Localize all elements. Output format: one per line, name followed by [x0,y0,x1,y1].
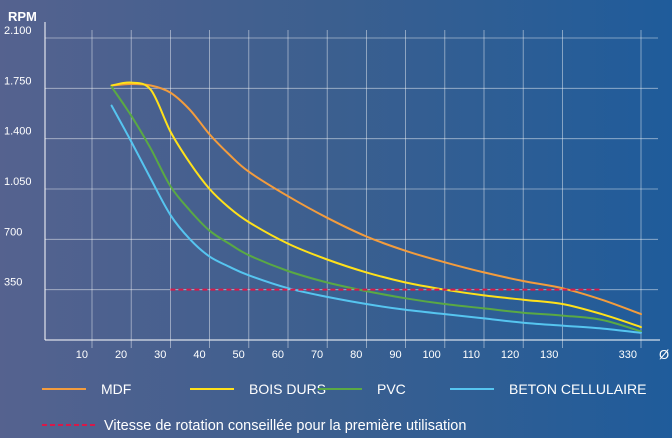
x-tick-label: 330 [619,349,637,361]
series-lines [110,81,642,334]
legend-label-mdf: MDF [101,381,131,397]
axes [44,22,660,341]
x-tick-label: 50 [233,349,245,361]
y-tick-label: 1.750 [4,75,32,87]
x-tick-label: 20 [115,349,127,361]
x-tick-label: 70 [311,349,323,361]
x-axis-ticks: 10 20 30 40 50 60 70 80 90 100 110 120 130 330 [76,349,637,361]
y-tick-label: 700 [4,226,22,238]
y-axis-ticks: 2.100 1.750 1.400 1.050 700 350 [4,25,32,289]
x-tick-label: 10 [76,349,88,361]
legend: MDF BOIS DURS PVC BETON CELLULAIRE [42,381,646,397]
series-line-pvc [110,85,642,333]
series-line-bois-durs [110,81,642,329]
legend-label-bois-durs: BOIS DURS [249,381,326,397]
x-tick-label: 30 [154,349,166,361]
y-tick-label: 350 [4,277,22,289]
x-tick-label: 120 [501,349,519,361]
x-axis-label: Ø [659,347,669,362]
y-axis-label: RPM [8,9,37,24]
x-tick-label: 90 [389,349,401,361]
x-tick-label: 100 [422,349,440,361]
y-tick-label: 2.100 [4,25,32,37]
x-tick-label: 60 [272,349,284,361]
x-tick-label: 40 [193,349,205,361]
reference-legend-label: Vitesse de rotation conseillée pour la p… [104,418,466,434]
y-tick-label: 1.400 [4,126,32,138]
series-line-beton-cellulaire [110,104,642,334]
x-tick-label: 130 [540,349,558,361]
series-line-mdf [110,82,642,316]
grid-lines [45,30,658,348]
reference-legend: Vitesse de rotation conseillée pour la p… [42,418,466,434]
legend-label-beton-cellulaire: BETON CELLULAIRE [509,381,646,397]
x-tick-label: 80 [350,349,362,361]
y-tick-label: 1.050 [4,176,32,188]
legend-label-pvc: PVC [377,381,406,397]
x-tick-label: 110 [462,349,480,361]
